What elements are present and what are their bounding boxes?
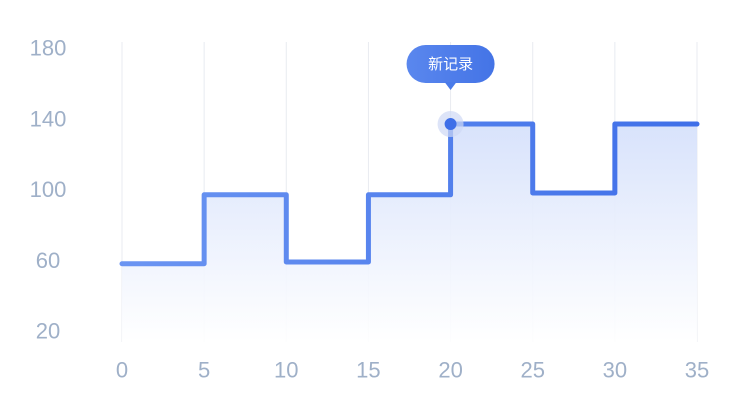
tooltip-background — [406, 45, 495, 83]
y-tick-label-180: 180 — [30, 36, 67, 61]
tooltip-label: 新记录 — [428, 55, 473, 73]
x-tick-label-15: 15 — [356, 358, 380, 383]
y-tick-label-60: 60 — [36, 248, 60, 273]
x-tick-label-20: 20 — [438, 358, 462, 383]
area-fill — [122, 124, 697, 343]
x-tick-label-25: 25 — [520, 358, 544, 383]
tooltip-bubble: 新记录 — [406, 45, 495, 90]
y-axis: 20 60 100 140 180 — [30, 36, 67, 344]
y-tick-label-100: 100 — [30, 177, 67, 202]
x-tick-label-30: 30 — [603, 358, 627, 383]
x-tick-label-35: 35 — [685, 358, 709, 383]
y-tick-label-140: 140 — [30, 106, 67, 131]
y-tick-label-20: 20 — [36, 319, 60, 344]
highlight-point[interactable] — [444, 118, 457, 131]
area-under-line — [122, 124, 697, 343]
tooltip-pointer — [444, 82, 457, 90]
x-tick-label-10: 10 — [274, 358, 298, 383]
x-tick-label-5: 5 — [198, 358, 210, 383]
step-line — [119, 121, 700, 267]
series-line — [119, 121, 700, 267]
x-axis: 0 5 10 15 20 25 30 35 — [116, 358, 709, 383]
new-record-annotation: 新记录 — [406, 45, 495, 138]
x-tick-label-0: 0 — [116, 358, 128, 383]
